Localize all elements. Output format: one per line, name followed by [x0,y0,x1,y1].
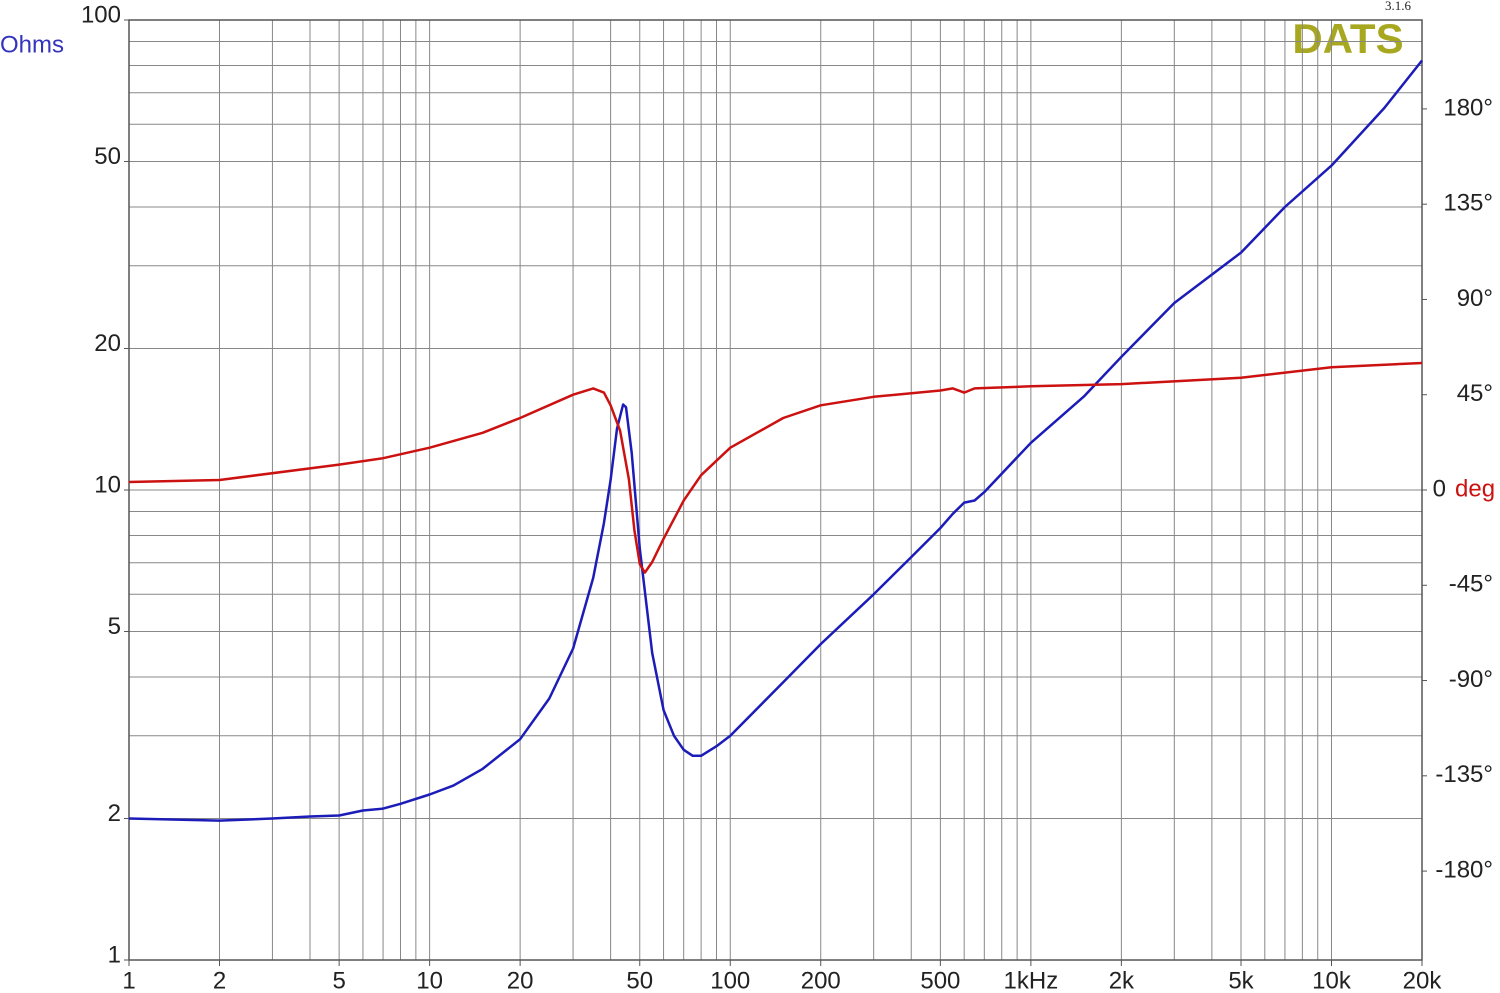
x-tick-label: 20 [507,967,534,993]
x-tick-label: 2k [1109,967,1135,993]
y2-tick-label: 45° [1457,380,1493,407]
y2-tick-label: 135° [1443,190,1493,217]
y2-axis-label: deg [1455,475,1495,502]
x-tick-label: 1 [122,967,135,993]
x-tick-label: 200 [801,967,841,993]
y-tick-label: 5 [108,613,121,640]
x-tick-label: 10 [416,967,443,993]
y2-tick-label: 90° [1457,285,1493,312]
x-tick-label: 5 [332,967,345,993]
y-tick-label: 10 [94,471,121,498]
y-tick-label: 1 [108,941,121,968]
x-tick-label: 100 [710,967,750,993]
x-tick-label: 1kHz [1004,967,1059,993]
x-tick-label: 500 [920,967,960,993]
x-tick-label: 10k [1312,967,1352,993]
y2-tick-label: -90° [1449,666,1493,693]
y2-tick-label: -135° [1435,761,1493,788]
y2-tick-label: 0 [1433,475,1446,502]
series-line [128,361,1423,574]
y2-tick-label: -45° [1449,571,1493,598]
y-tick-label: 20 [94,330,121,357]
y-axis-label: Ohms [0,31,64,58]
y-tick-label: 100 [81,1,121,28]
series-line [128,59,1423,822]
version: 3.1.6 [1385,0,1412,13]
x-tick-label: 50 [626,967,653,993]
brand-logo: DATS [1292,15,1403,62]
x-tick-label: 20k [1403,967,1443,993]
x-tick-label: 5k [1228,967,1254,993]
y2-tick-label: 180° [1443,94,1493,121]
y-tick-label: 2 [108,800,121,827]
y2-tick-label: -180° [1435,856,1493,883]
y-tick-label: 50 [94,143,121,170]
x-tick-label: 2 [213,967,226,993]
